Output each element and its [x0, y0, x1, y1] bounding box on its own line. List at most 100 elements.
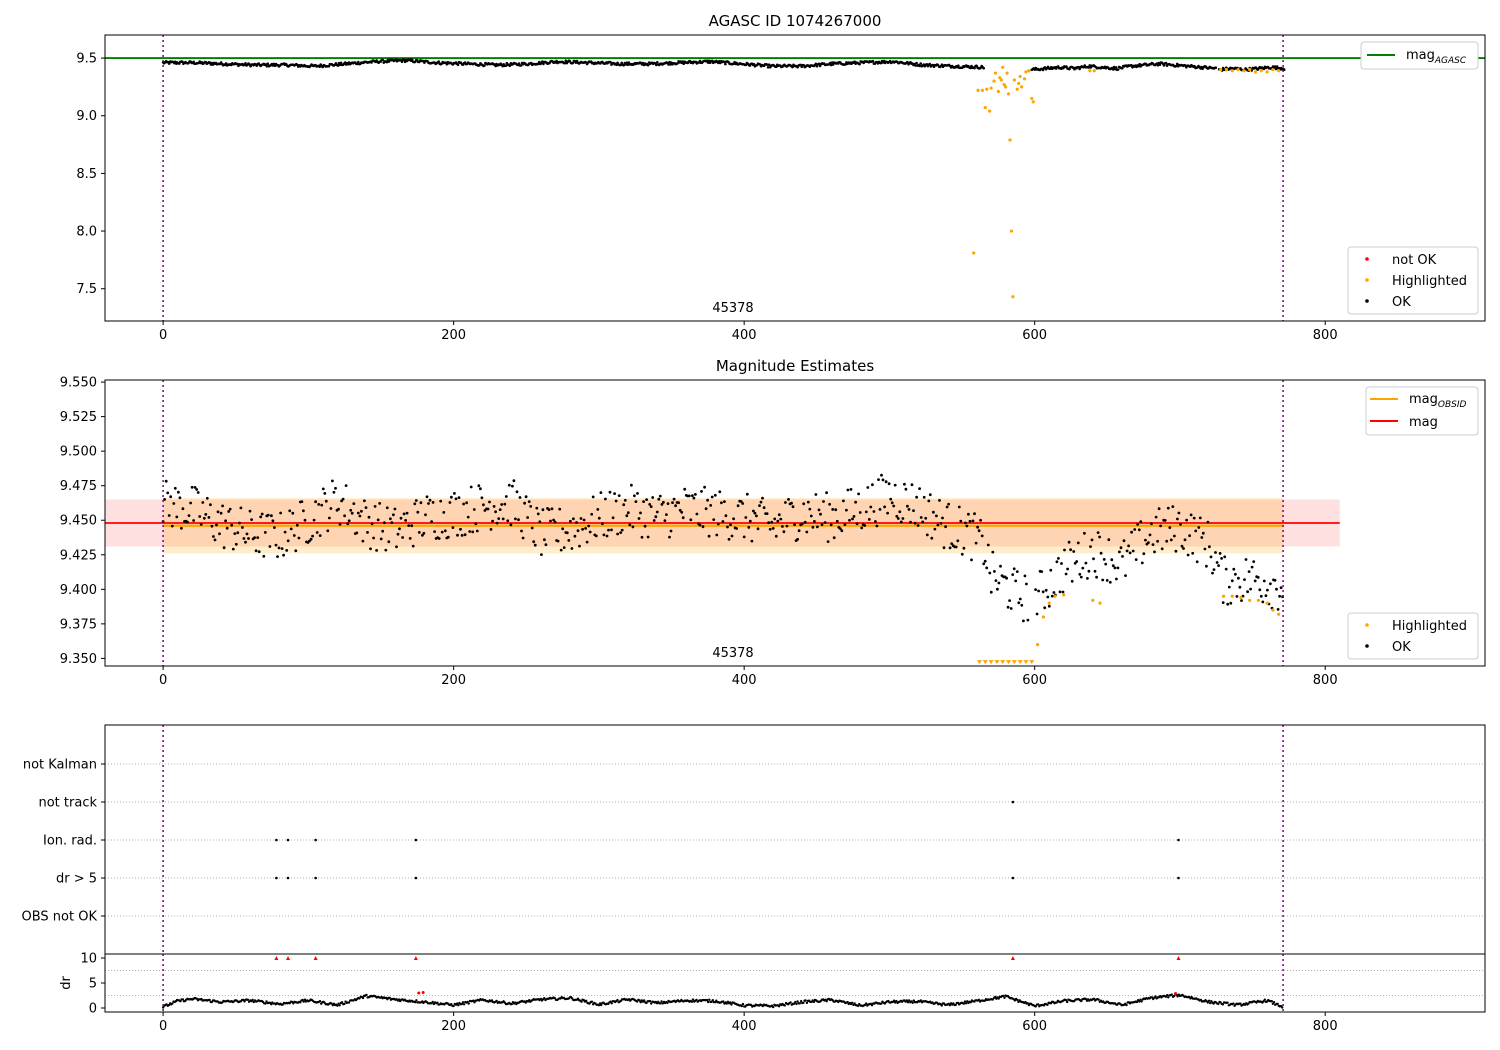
ok-point [1174, 549, 1178, 553]
dr-point [825, 1000, 828, 1003]
ok-point [1151, 543, 1155, 546]
ok-point [687, 494, 691, 498]
ok-point [225, 526, 229, 530]
ok-point [213, 538, 217, 542]
ok-point [988, 571, 992, 575]
ok-point [858, 62, 861, 66]
ok-point [336, 64, 340, 67]
ok-point [968, 519, 972, 523]
ok-point [416, 510, 420, 514]
ok-point [655, 510, 659, 514]
ok-point [1018, 597, 1022, 601]
dr-point [590, 1000, 594, 1003]
ok-point [341, 497, 345, 501]
dr-point [467, 1002, 470, 1005]
ok-point [164, 479, 168, 483]
ok-point [1121, 67, 1124, 70]
ok-point [411, 544, 415, 548]
ok-point [765, 63, 769, 66]
ok-point [552, 518, 555, 522]
dr-point [919, 999, 922, 1002]
dr-point [783, 1004, 786, 1007]
ok-point [1232, 567, 1236, 571]
ok-point [1063, 548, 1066, 552]
flag-point [286, 838, 290, 842]
dr-point [994, 995, 997, 999]
ok-point [512, 479, 516, 483]
dr-point [856, 1004, 860, 1008]
highlighted-point [1236, 67, 1240, 72]
dr-clipped-marker [313, 956, 318, 960]
flag-point [314, 838, 317, 842]
ok-point [640, 535, 644, 539]
ok-point [175, 515, 179, 519]
ok-point [914, 64, 917, 67]
dr-point [660, 1000, 663, 1003]
ok-point [414, 499, 418, 502]
ok-point [918, 64, 921, 68]
ok-point [295, 523, 299, 527]
ok-point [1148, 533, 1152, 537]
dr-point [711, 999, 714, 1002]
ok-point [815, 64, 819, 68]
ok-point [259, 515, 263, 519]
ok-point [533, 543, 537, 547]
dr-point [431, 1000, 434, 1004]
ok-point [350, 511, 354, 515]
dr-point [1167, 996, 1170, 999]
ok-point [834, 508, 838, 512]
dr-point [1002, 994, 1005, 998]
ok-point [219, 511, 223, 515]
dr-point [361, 996, 365, 1000]
flag-point [414, 838, 418, 842]
ok-point [1180, 544, 1184, 548]
ok-point [982, 66, 985, 70]
dr-point [1034, 1005, 1038, 1008]
ok-point [530, 526, 534, 530]
highlighted-point [1008, 138, 1012, 142]
ok-point [321, 487, 325, 491]
ok-point [814, 62, 818, 66]
ok-point [1070, 579, 1074, 583]
ok-point [805, 530, 809, 534]
ok-point [1201, 531, 1205, 535]
ok-point [328, 516, 331, 520]
ok-point [469, 485, 473, 489]
highlighted-point [1219, 67, 1223, 72]
y-tick-label: 9.475 [60, 479, 97, 494]
dr-point [600, 1003, 603, 1007]
ok-point [1035, 612, 1039, 616]
ok-point [1127, 544, 1130, 548]
ok-point [1104, 562, 1108, 566]
ok-point [619, 63, 622, 67]
ok-point [948, 546, 952, 550]
ok-point [1212, 568, 1216, 571]
ok-point [515, 490, 519, 494]
x-tick-label: 0 [159, 328, 167, 343]
highlighted-point [1009, 229, 1014, 233]
x-tick-label: 200 [441, 328, 466, 343]
dr-point [846, 1000, 849, 1004]
legend2-highlighted-label: Highlighted [1392, 619, 1467, 634]
ok-point [327, 64, 331, 68]
ok-point [195, 488, 199, 491]
ok-point [363, 499, 366, 503]
ok-point [266, 513, 270, 517]
ok-point [1107, 538, 1111, 542]
ok-point [1147, 541, 1150, 544]
ok-point [247, 537, 250, 540]
highlighted-point [1224, 67, 1229, 72]
dr-point [777, 1005, 781, 1008]
ok-point [767, 521, 770, 525]
ok-point [1044, 588, 1048, 592]
dr-point [452, 1004, 455, 1008]
ok-point [379, 537, 383, 541]
ok-point [265, 64, 269, 68]
dr-point [1125, 1003, 1128, 1007]
ok-point [1096, 531, 1100, 534]
ok-point [180, 526, 183, 530]
ok-point [723, 60, 726, 64]
ok-point [576, 529, 580, 533]
ok-point [532, 540, 536, 544]
ok-point [721, 520, 725, 523]
